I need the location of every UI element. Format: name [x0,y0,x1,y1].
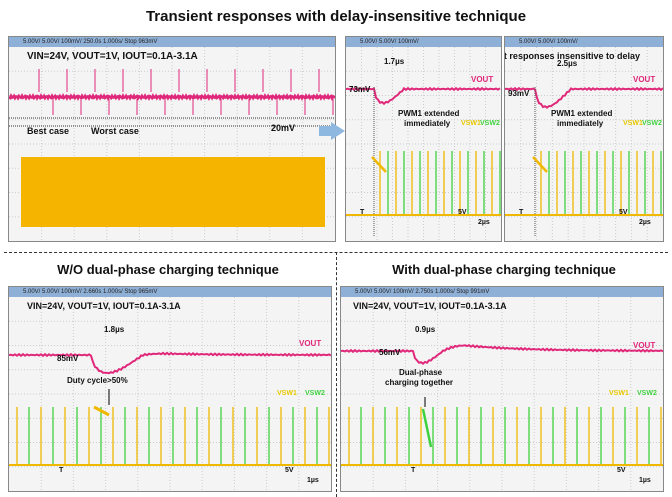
vout-trace [346,86,501,106]
extended-pwm [532,156,548,173]
time-scale: 1µs [307,477,319,484]
drop-label: 85mV [57,354,79,363]
vsw2-label: VSW2 [642,120,662,127]
time-label: 1.7µs [384,57,405,66]
scope-panel-b: 5.00V/ 5.00V/ 100mV/ 1.7µs 73mV VOUT PWM… [345,36,502,242]
duty-note: Duty cycle>50% [67,376,128,385]
status-bar: 5.00V/ 5.00V/ 100mV/ 2.750s 1.000s/ Stop… [341,287,663,297]
vout-trace [505,86,663,109]
best-case-label: Best case [27,126,70,136]
period-label: T [59,467,64,474]
extended-duty [93,405,110,417]
volt-scale: 5V [458,209,467,216]
conditions: VIN=24V, VOUT=1V, IOUT=0.1A-3.1A [27,301,181,311]
pwm-label-2: immediately [557,119,604,128]
period-label: T [411,467,416,474]
vsw1-label: VSW1 [461,120,481,127]
drop-label: 93mV [508,89,530,98]
vout-label: VOUT [633,75,656,84]
waveform-c [505,47,663,241]
time-scale: 2µs [639,219,651,226]
drop-label: 56mV [379,348,401,357]
pwm-label-2: immediately [404,119,451,128]
drop-label: 73mV [349,85,371,94]
vsw1-label: VSW1 [623,120,643,127]
volt-scale: 5V [285,467,294,474]
vout-trace [9,93,335,101]
waveform-d [9,297,331,491]
vout-label: VOUT [633,341,656,350]
dual-phase-note-2: charging together [385,378,454,387]
vsw1-label: VSW1 [277,390,297,397]
arrow-icon [331,122,345,140]
vsw2-label: VSW2 [305,390,325,397]
subtitle-right: With dual-phase charging technique [392,262,616,277]
ripple-label: 20mV [271,123,296,133]
switching-envelope [21,157,325,227]
waveform-b [346,47,501,241]
volt-scale: 5V [619,209,628,216]
conditions: VIN=24V, VOUT=1V, IOUT=0.1A-3.1A [27,51,198,62]
vsw1-label: VSW1 [609,390,629,397]
time-scale: 2µs [478,219,490,226]
subtitle-left: W/O dual-phase charging technique [57,262,279,277]
caption: Transient responses insensitive to delay [504,51,640,61]
scope-panel-c: 5.00V/ 5.00V/ 100mV/ Transient responses… [504,36,664,242]
vout-trace [9,351,331,375]
scope-panel-a: 5.00V/ 5.00V/ 100mV/ 250.0s 1.000s/ Stop… [8,36,336,242]
waveform-a [9,47,335,241]
scope-panel-e: 5.00V/ 5.00V/ 100mV/ 2.750s 1.000s/ Stop… [340,286,664,492]
pwm-label: PWM1 extended [398,109,460,118]
vsw2-label: VSW2 [637,390,657,397]
figure-title: Transient responses with delay-insensiti… [145,8,527,25]
status-bar: 5.00V/ 5.00V/ 100mV/ 2.660s 1.000s/ Stop… [9,287,331,297]
arrow-shaft [319,126,332,136]
period-label: T [360,209,365,216]
status-bar: 5.00V/ 5.00V/ 100mV/ [505,37,663,47]
dual-phase-pulse [421,408,433,448]
pwm-label: PWM1 extended [551,109,613,118]
volt-scale: 5V [617,467,626,474]
divider-vertical [336,252,337,497]
period-label: T [519,209,524,216]
extended-pwm [371,156,387,173]
worst-case-label: Worst case [91,126,139,136]
status-bar: 5.00V/ 5.00V/ 100mV/ [346,37,501,47]
vout-label: VOUT [471,75,494,84]
time-label: 1.8µs [104,325,125,334]
vout-trace [341,344,663,365]
scope-panel-d: 5.00V/ 5.00V/ 100mV/ 2.660s 1.000s/ Stop… [8,286,332,492]
conditions: VIN=24V, VOUT=1V, IOUT=0.1A-3.1A [353,301,507,311]
time-label: 2.5µs [557,59,578,68]
vsw2-label: VSW2 [480,120,500,127]
vout-label: VOUT [299,339,322,348]
waveform-e [341,297,663,491]
dual-phase-note: Dual-phase [399,368,443,377]
time-scale: 1µs [639,477,651,484]
time-label: 0.9µs [415,325,436,334]
status-bar: 5.00V/ 5.00V/ 100mV/ 250.0s 1.000s/ Stop… [9,37,335,47]
